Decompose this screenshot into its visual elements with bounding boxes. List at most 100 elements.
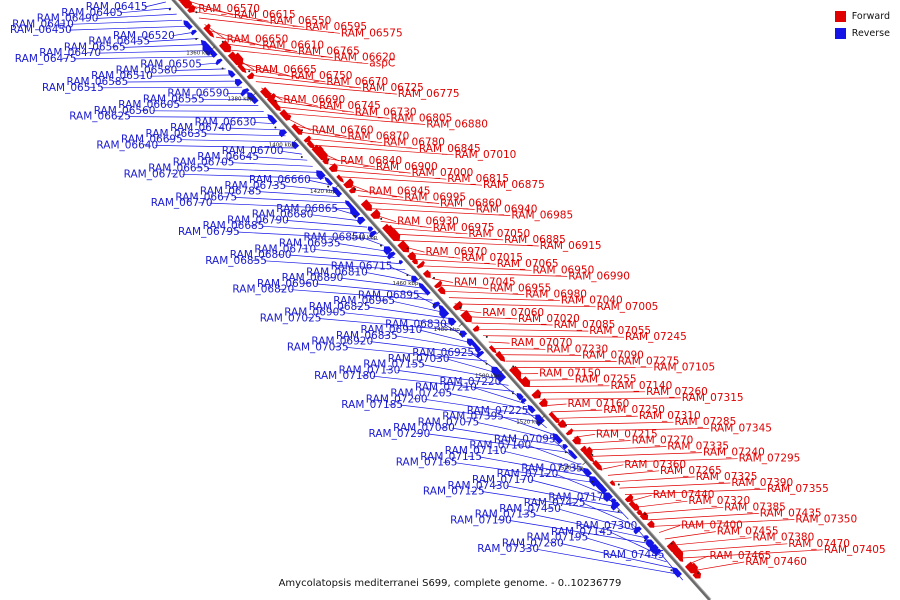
leader-line xyxy=(236,231,379,240)
leader-line xyxy=(313,248,395,258)
forward-gene-label: RAM_06975 xyxy=(433,222,495,234)
leader-line xyxy=(234,197,346,204)
leader-line xyxy=(250,74,362,89)
leader-line xyxy=(329,163,411,174)
reverse-gene-label: RAM_07110 xyxy=(445,445,507,457)
reverse-gene-label: RAM_06450 xyxy=(10,24,72,36)
leader-line xyxy=(664,531,716,540)
reverse-gene-label: RAM_06415 xyxy=(86,1,148,13)
rna-marker xyxy=(221,40,224,43)
leader-line xyxy=(681,549,823,559)
leader-line xyxy=(397,240,539,247)
forward-gene-label: RAM_07070 xyxy=(511,337,573,349)
reverse-gene-label: RAM_06735 xyxy=(225,180,287,192)
forward-gene-label: RAM_07325 xyxy=(696,471,758,483)
forward-gene-label: RAM_07470 xyxy=(788,538,850,550)
tick-label: 1480 kbp xyxy=(434,327,460,333)
leader-line xyxy=(357,195,440,204)
rna-marker xyxy=(564,451,567,454)
leader-line xyxy=(363,201,475,210)
reverse-gene-label: RAM_07330 xyxy=(477,543,539,555)
reverse-gene-label: RAM_06710 xyxy=(254,243,316,255)
rna-marker xyxy=(380,217,383,220)
reverse-feature xyxy=(316,170,326,181)
tick-mark xyxy=(417,276,422,281)
forward-gene-label: RAM_06595 xyxy=(305,21,367,33)
reverse-gene-label: RAM_07145 xyxy=(551,526,613,538)
leader-line xyxy=(380,220,432,229)
leader-line xyxy=(427,433,569,453)
forward-gene-label: RAM_06990 xyxy=(568,270,630,282)
map-caption: Amycolatopsis mediterranei S699, complet… xyxy=(278,578,622,589)
forward-feature xyxy=(273,103,281,112)
leader-line xyxy=(555,473,607,496)
tick-mark xyxy=(334,184,339,189)
forward-feature xyxy=(472,325,480,332)
reverse-feature xyxy=(439,308,450,319)
leader-line xyxy=(579,440,631,445)
reverse-feature xyxy=(649,544,659,554)
forward-gene-label: RAM_07015 xyxy=(461,252,523,264)
reverse-feature xyxy=(369,230,377,239)
reverse-gene-label: RAM_06630 xyxy=(195,116,257,128)
leader-line xyxy=(488,341,510,344)
legend-forward-label: Forward xyxy=(851,11,890,22)
forward-gene-label: RAM_06940 xyxy=(476,204,538,216)
leader-line xyxy=(613,476,695,483)
leader-line xyxy=(221,43,333,58)
reverse-gene-label: RAM_07155 xyxy=(363,359,425,371)
reverse-feature xyxy=(552,432,563,445)
reverse-feature xyxy=(357,216,366,225)
leader-line xyxy=(392,300,444,313)
leader-line xyxy=(312,144,454,156)
reverse-gene-label: RAM_06910 xyxy=(361,324,423,336)
rna-marker xyxy=(459,333,462,336)
reverse-feature xyxy=(645,539,655,548)
leader-line xyxy=(471,322,553,326)
gene-labels: RAM_06570RAM_06615RAM_06550RAM_06595RAM_… xyxy=(10,1,886,568)
leader-line xyxy=(647,513,759,521)
forward-feature xyxy=(387,228,401,242)
forward-feature xyxy=(416,260,425,269)
reverse-gene-label: RAM_06785 xyxy=(200,186,262,198)
forward-feature xyxy=(316,148,328,161)
reverse-gene-label: RAM_06925 xyxy=(412,347,474,359)
tick-label: 1360 kbp xyxy=(186,51,212,57)
forward-gene-label: RAM_07065 xyxy=(497,258,559,270)
leader-line xyxy=(562,421,674,425)
leader-line xyxy=(215,36,298,52)
tick-mark xyxy=(541,415,546,420)
reverse-gene-label: RAM_07165 xyxy=(396,457,458,469)
tick-label: 1400 kbp xyxy=(269,143,295,149)
leader-line xyxy=(120,7,172,14)
reverse-feature xyxy=(494,370,507,383)
leader-line xyxy=(343,312,455,325)
forward-gene-label: RAM_06650 xyxy=(227,33,289,45)
leader-line xyxy=(534,391,646,394)
forward-gene-label: RAM_07215 xyxy=(596,428,658,440)
forward-feature xyxy=(519,376,531,388)
forward-gene-label: RAM_07105 xyxy=(653,362,715,374)
reverse-gene-label: RAM_06830 xyxy=(385,318,447,330)
leader-line xyxy=(198,17,340,34)
reverse-feature xyxy=(597,483,608,495)
leader-line xyxy=(530,479,613,502)
reverse-gene-label: RAM_06410 xyxy=(12,18,74,30)
forward-feature xyxy=(348,186,357,194)
forward-gene-label: RAM_06815 xyxy=(447,173,509,185)
forward-gene-label: RAM_06765 xyxy=(298,46,360,58)
leader-line xyxy=(409,252,461,259)
reverse-gene-label: RAM_07075 xyxy=(418,416,480,428)
rna-marker xyxy=(248,97,250,99)
leader-line xyxy=(227,49,369,65)
forward-gene-label: RAM_06610 xyxy=(262,40,324,52)
leader-line xyxy=(73,56,215,60)
forward-gene-label: RAM_07435 xyxy=(760,507,822,519)
tick-label: 1540 kbp xyxy=(558,466,584,472)
reverse-feature xyxy=(466,338,475,347)
leader-line xyxy=(295,125,347,137)
leader-line xyxy=(636,500,688,508)
reverse-gene-label: RAM_06510 xyxy=(91,70,153,82)
reverse-feature xyxy=(583,467,593,478)
